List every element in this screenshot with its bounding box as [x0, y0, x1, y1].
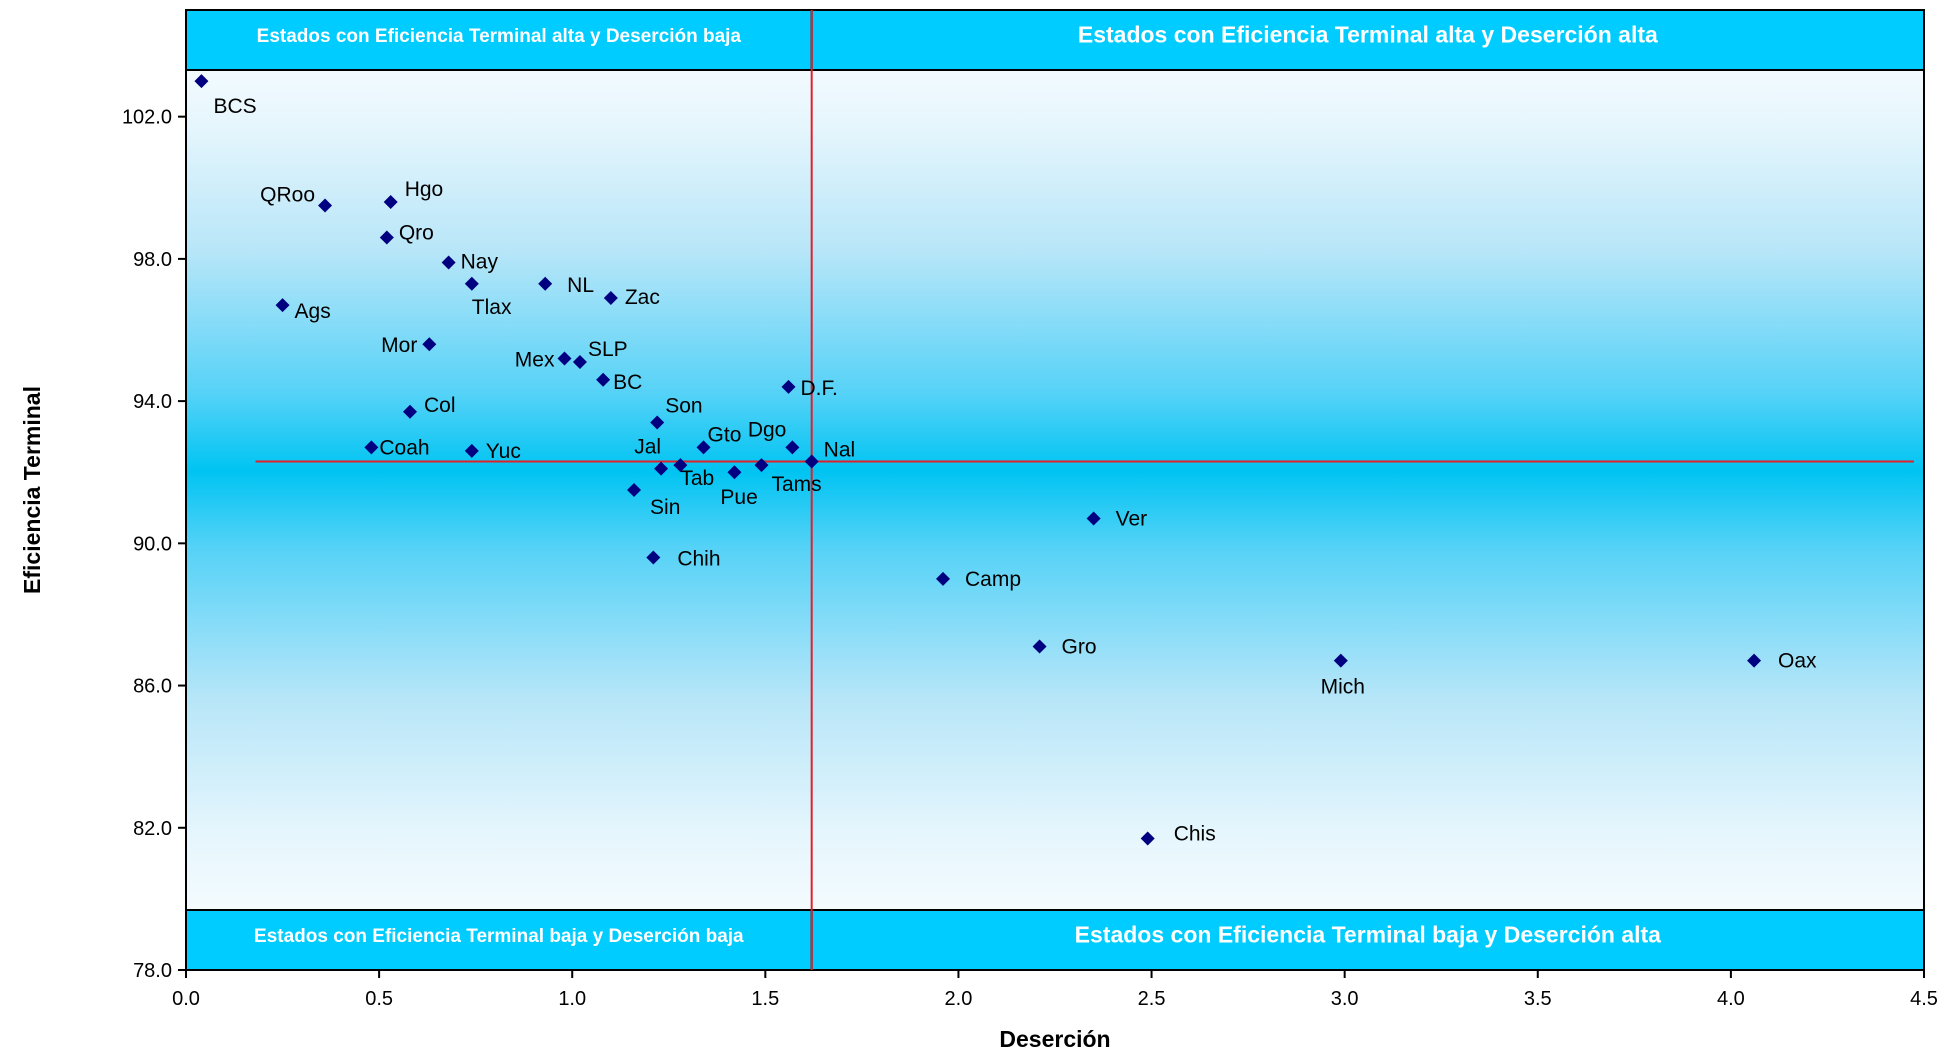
- data-point-pue: [727, 465, 742, 480]
- quadrant-label-bottom-left: Estados con Eficiencia Terminal baja y D…: [254, 926, 744, 947]
- data-point-mex: [557, 351, 572, 366]
- data-point-col: [403, 404, 418, 419]
- plot-area: [185, 9, 1925, 971]
- point-label: Gto: [708, 423, 742, 446]
- x-axis: 0.0 0.5 1.0 1.5 2.0 2.5 3.0 3.5 4.0 4.5: [172, 970, 1938, 1010]
- y-tick-label: 102.0: [122, 107, 172, 129]
- y-tick-label: 78.0: [133, 960, 172, 982]
- point-label: Jal: [634, 436, 661, 459]
- quadrant-banner-top-left: [185, 9, 813, 71]
- data-point-bcs: [194, 74, 209, 89]
- x-tick-label: 1.5: [751, 988, 779, 1010]
- data-point-mich: [1333, 653, 1348, 668]
- data-point-slp: [572, 355, 587, 369]
- data-point-tams: [754, 458, 769, 473]
- point-label: Son: [665, 394, 702, 417]
- data-point-chis: [1140, 831, 1155, 846]
- y-tick-label: 98.0: [133, 249, 172, 271]
- x-tick-label: 4.5: [1910, 988, 1938, 1010]
- quadrant-banner-bottom-right: [810, 909, 1925, 971]
- data-point-dgo: [785, 440, 800, 455]
- data-point-bc: [596, 372, 611, 387]
- y-tick-label: 82.0: [133, 818, 172, 840]
- point-label: Hgo: [405, 178, 444, 201]
- y-axis: 78.0 82.0 86.0 90.0 94.0 98.0 102.0: [122, 107, 186, 982]
- data-points: BCS QRoo Hgo Qro Nay Tlax NL Zac Ags Mor Mex SLP BC D…: [194, 74, 1817, 846]
- point-label: Mex: [515, 348, 555, 371]
- point-label: Tlax: [472, 296, 512, 319]
- point-label: QRoo: [260, 184, 315, 207]
- y-tick-label: 86.0: [133, 676, 172, 698]
- x-tick-label: 2.5: [1138, 988, 1166, 1010]
- data-point-coah: [364, 440, 379, 455]
- y-tick-label: 94.0: [133, 391, 172, 413]
- y-axis-title: Eficiencia Terminal: [19, 386, 45, 594]
- data-point-yuc: [464, 443, 479, 458]
- x-tick-label: 1.0: [558, 988, 586, 1010]
- point-label: Coah: [379, 436, 429, 459]
- quadrant-label-bottom-right: Estados con Eficiencia Terminal baja y D…: [1075, 921, 1662, 947]
- data-point-sin: [627, 483, 642, 497]
- quadrant-label-top-right: Estados con Eficiencia Terminal alta y D…: [1078, 21, 1658, 47]
- x-axis-title: Deserción: [999, 1026, 1110, 1052]
- point-label: Sin: [650, 496, 680, 519]
- point-label: Yuc: [486, 440, 521, 463]
- data-point-chih: [646, 550, 661, 565]
- data-point-ags: [275, 298, 290, 313]
- point-label: Chih: [677, 548, 720, 571]
- point-label: NL: [567, 274, 594, 297]
- data-point-hgo: [383, 195, 398, 209]
- point-label: Mor: [381, 334, 417, 357]
- point-label: Dgo: [748, 418, 787, 441]
- data-point-jal: [654, 461, 669, 476]
- point-label: Tab: [680, 467, 714, 490]
- point-label: SLP: [588, 338, 628, 361]
- data-point-nay: [441, 255, 456, 270]
- x-tick-label: 2.0: [945, 988, 973, 1010]
- point-label: BC: [613, 371, 642, 394]
- data-point-oax: [1747, 653, 1762, 668]
- data-point-gro: [1032, 639, 1047, 654]
- quadrant-label-top-left: Estados con Eficiencia Terminal alta y D…: [257, 26, 742, 47]
- point-label: Camp: [965, 568, 1021, 591]
- y-tick-label: 90.0: [133, 533, 172, 555]
- data-point-gto: [696, 440, 711, 455]
- point-label: D.F.: [801, 377, 838, 400]
- data-point-tab: [673, 458, 688, 473]
- point-label: Mich: [1321, 676, 1365, 699]
- x-tick-label: 0.0: [172, 988, 200, 1010]
- x-tick-label: 3.0: [1331, 988, 1359, 1010]
- point-label: Oax: [1778, 650, 1817, 673]
- data-point-son: [650, 415, 665, 430]
- point-label: Nal: [824, 439, 856, 462]
- x-tick-label: 3.5: [1524, 988, 1552, 1010]
- point-label: Gro: [1062, 635, 1097, 658]
- data-point-ver: [1086, 511, 1101, 526]
- data-point-mor: [422, 337, 437, 352]
- point-label: Qro: [399, 222, 434, 245]
- data-point-zac: [603, 291, 618, 305]
- point-label: Zac: [625, 286, 660, 309]
- point-label: Nay: [461, 250, 499, 273]
- point-label: Ags: [295, 300, 331, 323]
- point-label: Pue: [720, 486, 757, 509]
- data-point-qro: [379, 230, 394, 245]
- data-point-nal: [804, 454, 819, 469]
- data-point-nl: [538, 276, 553, 291]
- data-point-df: [781, 379, 796, 394]
- point-label: Chis: [1174, 822, 1216, 845]
- x-tick-label: 4.0: [1717, 988, 1745, 1010]
- data-point-tlax: [464, 276, 479, 291]
- point-label: Ver: [1116, 507, 1148, 530]
- x-tick-label: 0.5: [365, 988, 393, 1010]
- quadrant-banner-bottom-left: [185, 909, 813, 971]
- point-label: Tams: [771, 473, 821, 496]
- point-label: Col: [424, 394, 456, 417]
- data-point-camp: [935, 571, 950, 586]
- point-label: BCS: [213, 95, 256, 118]
- data-point-qroo: [318, 198, 333, 213]
